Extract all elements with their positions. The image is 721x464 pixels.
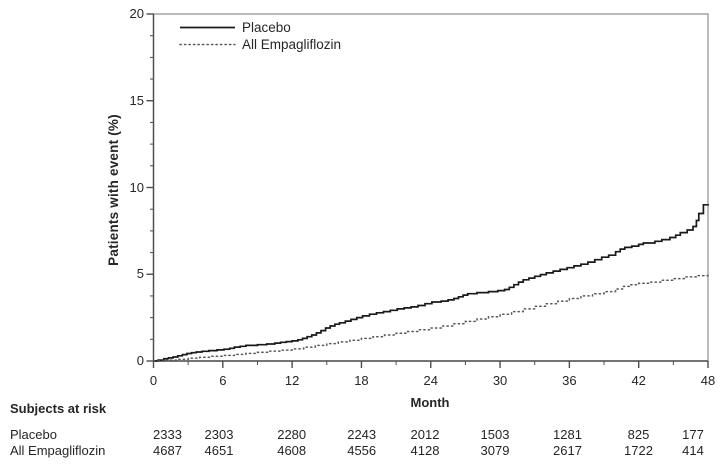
at-risk-value: 2617 — [553, 443, 582, 458]
at-risk-value: 1503 — [480, 427, 510, 442]
at-risk-value: 1281 — [553, 427, 582, 442]
at-risk-value: 4608 — [277, 443, 307, 458]
at-risk-value: 825 — [627, 427, 650, 442]
placebo-curve — [153, 203, 709, 362]
at-risk-value: 2303 — [204, 427, 234, 442]
plot-frame — [152, 13, 709, 362]
at-risk-value: 2333 — [153, 427, 182, 442]
legend-label-empagliflozin: All Empagliflozin — [242, 37, 342, 52]
at-risk-value: 3079 — [480, 443, 510, 458]
at-risk-value: 4687 — [153, 443, 182, 458]
x-tick-label: 24 — [423, 373, 438, 388]
at-risk-row-label-empagliflozin: All Empagliflozin — [10, 443, 106, 458]
empagliflozin-curve — [152, 273, 709, 362]
x-tick-label: 12 — [284, 373, 300, 388]
at-risk-header: Subjects at risk — [10, 401, 107, 416]
y-tick-label: 20 — [129, 6, 144, 21]
x-tick-label: 30 — [492, 373, 508, 388]
legend-label-placebo: Placebo — [242, 20, 291, 35]
at-risk-value: 414 — [682, 443, 704, 458]
x-tick-label: 48 — [700, 373, 716, 388]
x-tick-label: 0 — [149, 373, 158, 388]
at-risk-value: 2280 — [277, 427, 307, 442]
at-risk-value: 177 — [682, 427, 704, 442]
y-tick-label: 10 — [129, 179, 144, 195]
x-tick-label: 42 — [631, 373, 646, 388]
at-risk-value: 4556 — [347, 443, 377, 458]
x-tick-label: 18 — [354, 373, 369, 388]
at-risk-value: 1722 — [624, 443, 653, 458]
y-tick-label: 15 — [129, 92, 144, 108]
at-risk-value: 2243 — [347, 427, 377, 442]
x-tick-label: 36 — [562, 373, 577, 388]
y-tick-label: 5 — [136, 266, 144, 282]
at-risk-value: 2012 — [410, 427, 440, 442]
at-risk-row-label-placebo: Placebo — [10, 427, 57, 442]
at-risk-value: 4128 — [410, 443, 440, 458]
x-axis-title: Month — [410, 395, 450, 410]
y-tick-label: 0 — [136, 353, 144, 368]
x-tick-label: 6 — [219, 373, 227, 388]
at-risk-value: 4651 — [204, 443, 234, 458]
